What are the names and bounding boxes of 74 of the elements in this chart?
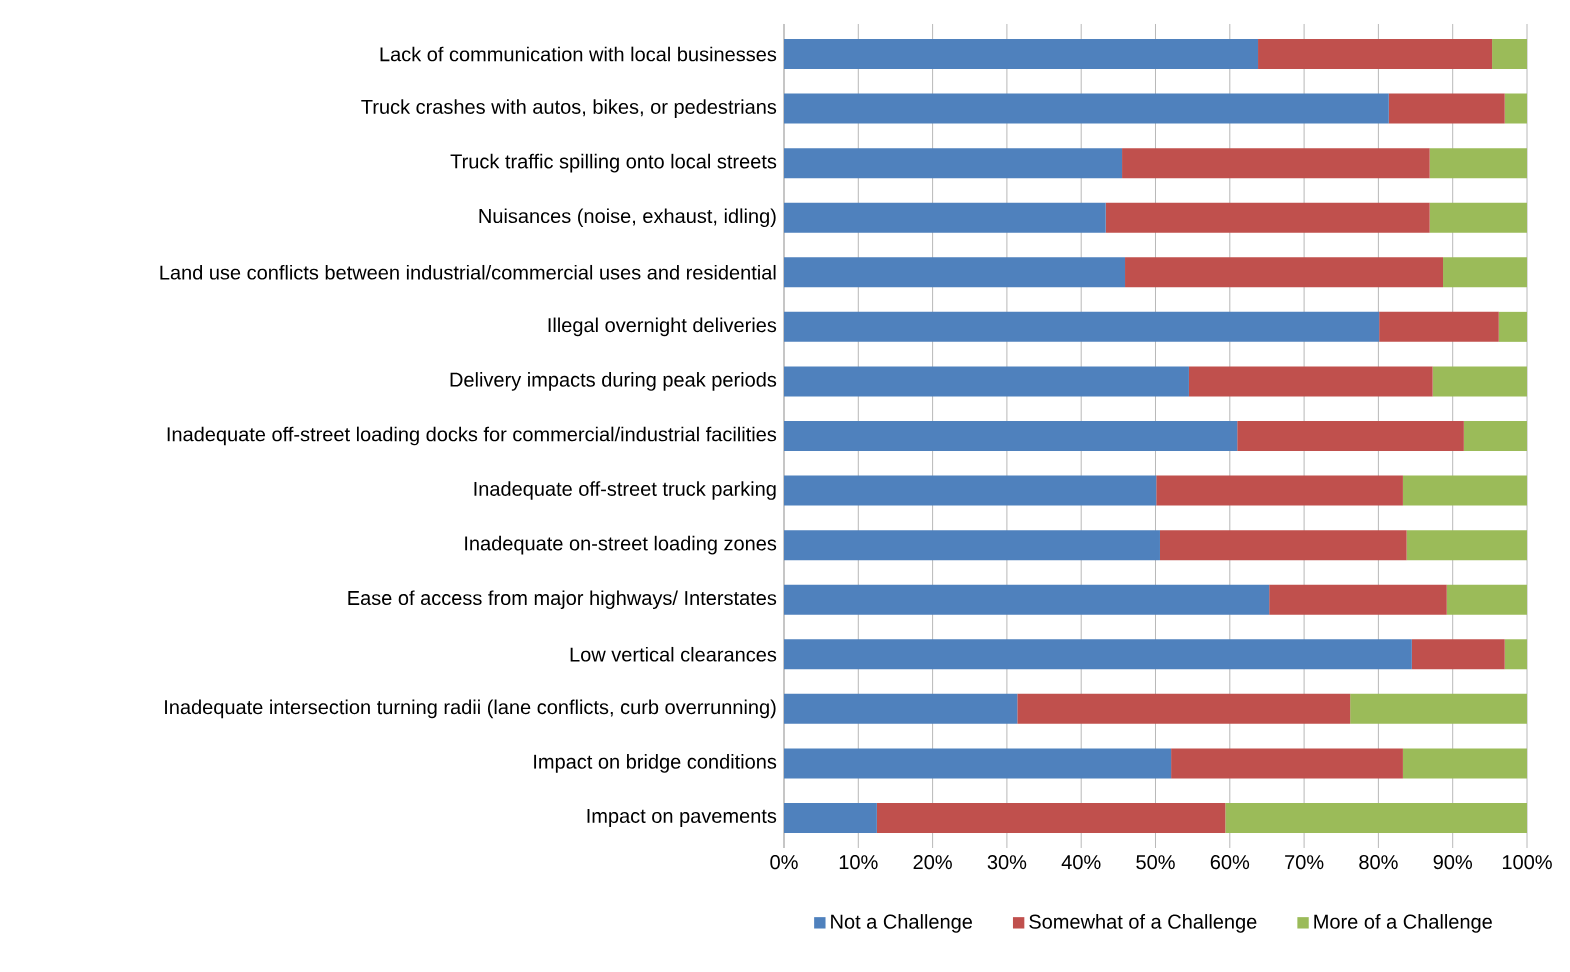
bar: [1402, 748, 1527, 779]
bar: [1159, 530, 1407, 561]
x-tick-label: 70%: [1285, 855, 1324, 870]
bar: [1269, 584, 1447, 615]
bar: [1122, 148, 1430, 179]
bar: [784, 584, 1270, 615]
bar: [1188, 366, 1433, 397]
x-tick-label: 10%: [839, 855, 878, 870]
bar: [784, 639, 1412, 670]
bar: [1411, 639, 1505, 670]
bar: [784, 366, 1189, 397]
y-tick-label: Inadequate intersection turning radii (lane conflicts, curb overrunning): [165, 699, 776, 719]
bar: [1402, 475, 1527, 506]
x-tick-label: 30%: [987, 855, 1027, 870]
bar: [1432, 366, 1527, 397]
x-tick-label: 60%: [1210, 855, 1250, 870]
bar: [1406, 530, 1527, 561]
bar: [1171, 748, 1403, 779]
bar: [1156, 475, 1403, 506]
x-tick-label: 90%: [1433, 855, 1473, 870]
y-tick-label: Lack of communication with local businesses: [380, 46, 777, 62]
bar: [784, 311, 1380, 342]
y-tick-label: Inadequate off-street loading docks for commercial/industrial facilities: [167, 426, 777, 446]
legend-label: More of a Challenge: [1314, 914, 1492, 933]
bar: [876, 802, 1226, 833]
y-tick-label: Land use conflicts between industrial/commercial uses and residential: [160, 264, 776, 280]
bar: [1258, 39, 1493, 70]
x-tick-label: 0%: [770, 855, 798, 870]
bar: [784, 202, 1106, 233]
bar: [784, 257, 1126, 288]
y-tick-label: Delivery impacts during peak periods: [450, 372, 777, 391]
bar: [1446, 584, 1527, 615]
bar: [1429, 202, 1527, 233]
y-tick-label: Illegal overnight deliveries: [548, 317, 777, 337]
bar: [784, 93, 1389, 124]
bar: [784, 148, 1123, 179]
bar: [784, 475, 1157, 506]
legend-label: Not a Challenge: [831, 914, 973, 933]
bar: [1492, 39, 1527, 70]
bar: [784, 748, 1172, 779]
x-tick-label: 20%: [913, 855, 952, 870]
bar: [1498, 311, 1527, 342]
y-tick-label: Nuisances (noise, exhaust, idling): [479, 208, 776, 228]
y-tick-label: Inadequate on-street loading zones: [465, 535, 777, 555]
y-tick-label: Low vertical clearances: [570, 646, 777, 662]
x-tick-label: 100%: [1502, 855, 1552, 870]
bar: [784, 420, 1238, 451]
bar: [1443, 257, 1527, 288]
bar: [784, 802, 877, 833]
bar: [1350, 693, 1527, 724]
y-tick-label: Ease of access from major highways/ Interstates: [348, 590, 777, 610]
bar: [1504, 93, 1527, 124]
legend-label: Somewhat of a Challenge: [1029, 914, 1257, 933]
y-tick-label: Impact on pavements: [587, 809, 777, 827]
y-tick-label: Truck crashes with autos, bikes, or pedestrians: [361, 99, 777, 118]
bar: [1225, 802, 1527, 833]
bar: [1237, 420, 1464, 451]
y-tick-label: Inadequate off-street truck parking: [474, 481, 776, 500]
bar: [1017, 693, 1351, 724]
bar: [784, 530, 1160, 561]
y-tick-label: Impact on bridge conditions: [534, 754, 777, 773]
bar: [1125, 257, 1444, 288]
bar: [1463, 420, 1527, 451]
x-tick-label: 80%: [1359, 855, 1398, 870]
bar: [784, 39, 1259, 70]
bar: [1105, 202, 1430, 233]
x-tick-label: 50%: [1136, 855, 1175, 870]
x-tick-label: 40%: [1061, 855, 1101, 870]
bar: [1388, 93, 1505, 124]
y-tick-label: Truck traffic spilling onto local streets: [450, 153, 777, 173]
bar: [1504, 639, 1527, 670]
bar: [784, 693, 1018, 724]
bar: [1379, 311, 1499, 342]
bar: [1429, 148, 1527, 179]
